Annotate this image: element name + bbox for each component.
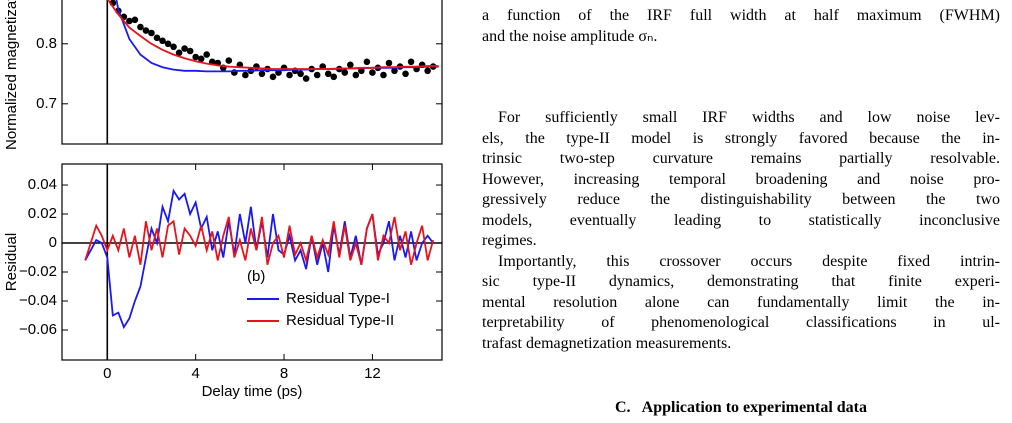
y-tick-label: 0 bbox=[49, 234, 57, 251]
y-axis-label: Residual bbox=[3, 233, 20, 291]
text-line: gressively reduce the distinguishability… bbox=[482, 191, 1000, 208]
data-point bbox=[197, 55, 205, 63]
data-point bbox=[131, 16, 139, 24]
y-tick-label: −0.06 bbox=[19, 321, 57, 338]
data-point bbox=[286, 71, 293, 79]
section-heading: C. Application to experimental data bbox=[482, 399, 1000, 417]
x-axis-label: Delay time (ps) bbox=[202, 383, 303, 400]
paragraph: a function of the IRF full width at half… bbox=[482, 6, 1000, 47]
y-tick-label: −0.04 bbox=[19, 292, 57, 309]
axes-frame bbox=[61, 163, 443, 361]
data-point bbox=[137, 23, 144, 31]
data-point bbox=[407, 58, 415, 66]
panel-label: (b) bbox=[247, 268, 265, 285]
data-point bbox=[424, 67, 431, 75]
data-point bbox=[203, 51, 211, 58]
text-line: mental resolution alone can fundamentall… bbox=[482, 293, 1000, 311]
x-tick-label: 0 bbox=[103, 365, 111, 382]
data-point bbox=[302, 75, 310, 82]
paragraph: Importantly, this crossover occurs despi… bbox=[482, 252, 1000, 355]
text-line: models, eventually leading to statistica… bbox=[482, 211, 1000, 229]
text-line: However, increasing temporal broadening … bbox=[482, 170, 1000, 188]
text-line: For sufficiently small IRF widths and lo… bbox=[498, 109, 1000, 126]
data-point bbox=[242, 71, 249, 79]
y-tick-label: −0.02 bbox=[19, 263, 57, 280]
text-line: Importantly, this crossover occurs despi… bbox=[498, 252, 1000, 270]
x-tick-label: 4 bbox=[191, 365, 199, 382]
data-point bbox=[258, 70, 266, 78]
section-title: Application to experimental data bbox=[641, 399, 867, 416]
data-point bbox=[159, 37, 166, 45]
data-point bbox=[347, 61, 354, 69]
y-axis-label: Normalized magnetization bbox=[3, 0, 20, 150]
data-point bbox=[330, 73, 338, 81]
y-tick-label: 0.7 bbox=[36, 95, 57, 112]
data-point bbox=[153, 34, 161, 42]
data-point bbox=[297, 70, 304, 78]
data-point bbox=[380, 71, 387, 79]
data-point bbox=[175, 49, 183, 57]
data-point bbox=[324, 70, 332, 78]
text-line: regimes. bbox=[482, 232, 537, 249]
y-tick-label: 0.8 bbox=[36, 35, 57, 52]
paragraph: For sufficiently small IRF widths and lo… bbox=[482, 108, 1000, 252]
data-point bbox=[313, 71, 321, 79]
y-tick-label: 0.04 bbox=[28, 176, 57, 193]
text-line: trafast demagnetization measurements. bbox=[482, 334, 732, 352]
series-line bbox=[107, 0, 439, 70]
text-line: a function of the IRF full width at half… bbox=[482, 7, 1000, 24]
x-tick-label: 12 bbox=[364, 365, 381, 382]
x-tick-label: 8 bbox=[280, 365, 288, 382]
data-point bbox=[269, 73, 277, 81]
series-line bbox=[84, 213, 435, 265]
data-point bbox=[363, 58, 371, 66]
data-point bbox=[186, 47, 194, 55]
data-point bbox=[391, 67, 398, 75]
text-line: trinsic two-step curvature remains parti… bbox=[482, 150, 1000, 167]
data-point bbox=[142, 27, 150, 34]
data-point bbox=[225, 57, 233, 64]
text-line: sic type-II dynamics, demonstrating that… bbox=[482, 273, 1000, 290]
legend-label: Residual Type-II bbox=[286, 312, 394, 329]
data-point bbox=[192, 53, 199, 61]
data-point bbox=[148, 29, 155, 37]
data-point bbox=[352, 71, 360, 79]
figure: 0.7 0.8 Normalized magnetization −0.06 −0.04… bbox=[3, 0, 443, 400]
plot-area bbox=[106, 0, 439, 144]
y-tick-label: 0.02 bbox=[28, 205, 57, 222]
text-line: and the noise amplitude σₙ. bbox=[482, 27, 658, 45]
data-point bbox=[341, 69, 349, 76]
text-line: terpretability of phenomenological class… bbox=[482, 314, 1000, 331]
text-line: els, the type-II model is strongly favor… bbox=[482, 129, 1000, 147]
plot-area bbox=[62, 164, 442, 360]
data-point bbox=[170, 43, 177, 51]
data-point bbox=[181, 45, 188, 52]
data-point bbox=[164, 40, 172, 48]
axes-frame bbox=[61, 0, 443, 145]
text-column: a function of the IRF full width at half… bbox=[482, 6, 1000, 354]
data-point bbox=[369, 69, 376, 76]
data-point bbox=[126, 17, 133, 25]
data-point bbox=[402, 70, 409, 78]
legend-label: Residual Type-I bbox=[286, 290, 390, 307]
section-number: C. bbox=[614, 399, 631, 416]
data-point bbox=[385, 59, 393, 67]
